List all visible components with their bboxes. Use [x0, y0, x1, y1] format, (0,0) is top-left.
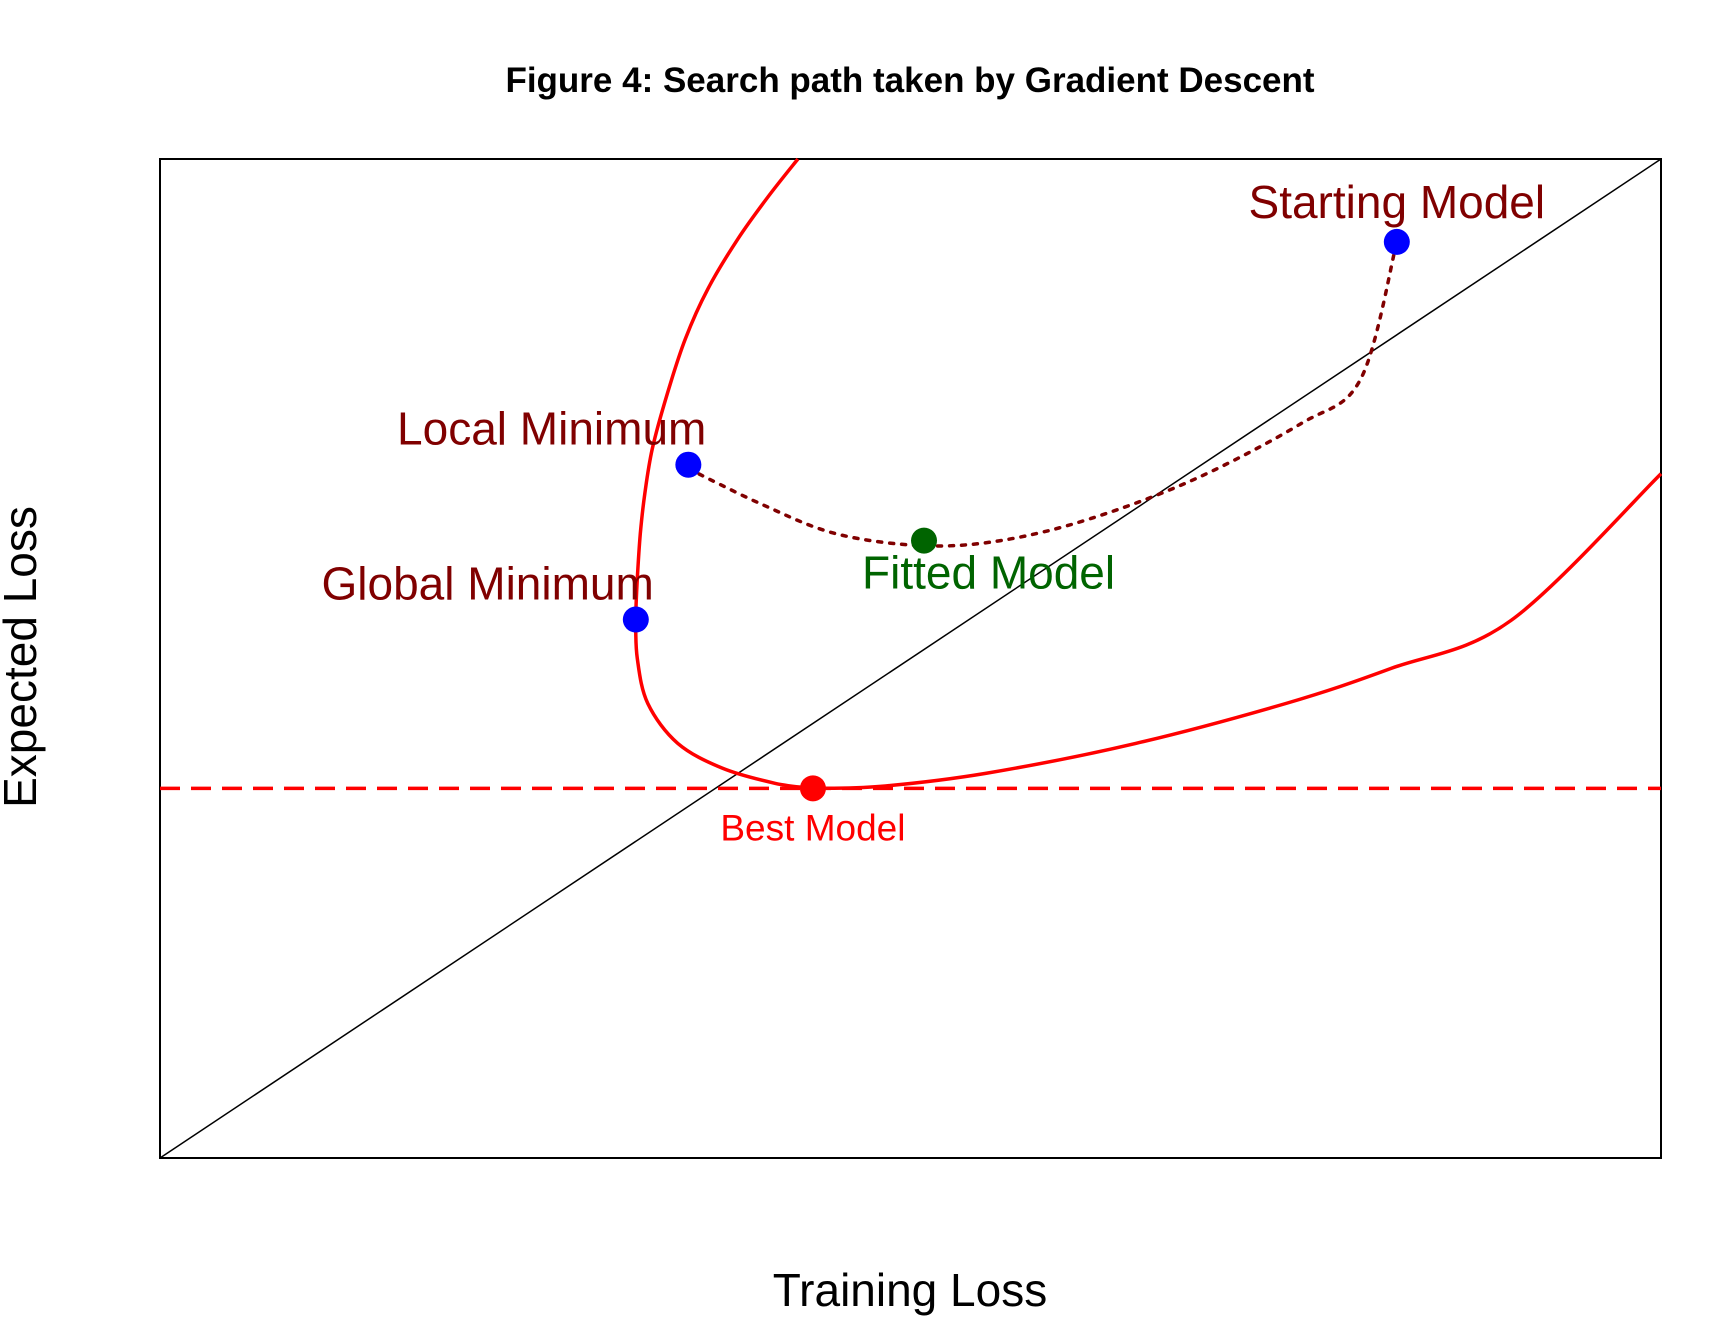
plot-frame — [159, 158, 1662, 1159]
gradient-descent-search-path — [686, 240, 1399, 548]
loss-curve-lower-branch — [812, 472, 1663, 791]
loss-curve-upper-branch — [633, 157, 814, 791]
point-local-minimum — [675, 451, 702, 478]
point-best-model — [799, 775, 826, 802]
y-axis-label: Expected Loss — [0, 506, 46, 808]
label-global-minimum: Global Minimum — [322, 558, 654, 610]
chart-title: Figure 4: Search path taken by Gradient … — [505, 61, 1314, 100]
label-best-model: Best Model — [720, 807, 905, 848]
point-fitted-model — [911, 527, 938, 554]
labels-layer: Starting Model Local Minimum Global Minimu… — [322, 176, 1546, 848]
points-layer — [622, 228, 1410, 802]
label-local-minimum: Local Minimum — [397, 403, 706, 455]
point-starting-model — [1383, 228, 1410, 255]
point-global-minimum — [622, 606, 649, 633]
x-axis-label: Training Loss — [773, 1264, 1047, 1316]
label-fitted-model: Fitted Model — [862, 547, 1115, 599]
diagonal-reference-line — [159, 158, 1662, 1159]
label-starting-model: Starting Model — [1249, 176, 1546, 228]
